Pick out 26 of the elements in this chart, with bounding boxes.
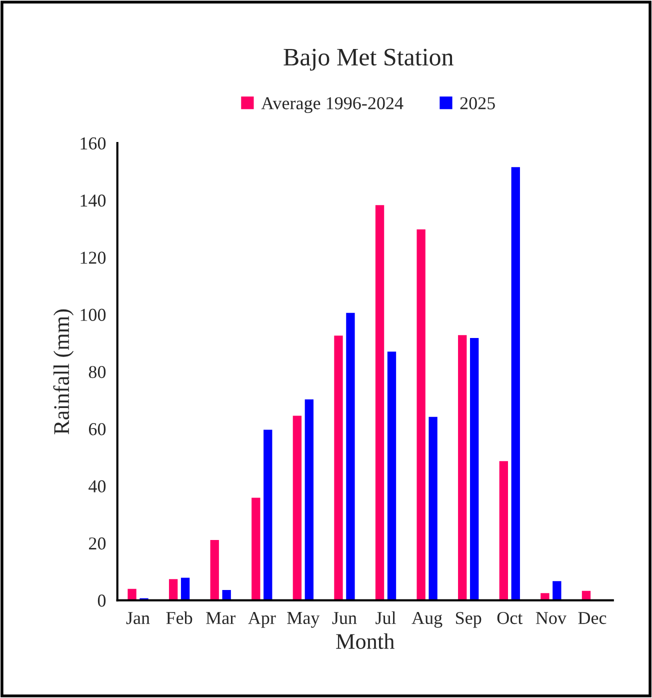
y-tick-label: 40 — [88, 480, 106, 492]
y-tick-label: 80 — [88, 366, 106, 378]
x-tick-label: Aug — [412, 612, 442, 628]
x-tick-label: Sep — [456, 612, 482, 628]
x-tick-label: Dec — [578, 612, 606, 624]
x-tick-label: Mar — [206, 612, 236, 624]
y-tick-label: 160 — [80, 137, 106, 150]
y-tick-label: 100 — [80, 308, 106, 321]
y-tick-label: 60 — [88, 423, 106, 436]
y-tick-label: 0 — [98, 594, 106, 607]
x-tick-label: Jun — [332, 612, 357, 624]
y-tick-label: 120 — [80, 252, 106, 264]
x-tick-label: Jan — [126, 612, 150, 624]
x-tick-label: Feb — [166, 611, 192, 624]
y-axis-title: Rainfall (mm) — [53, 309, 74, 434]
x-tick-label: May — [287, 612, 320, 628]
chart-title: Bajo Met Station — [284, 48, 454, 71]
legend-label: 2025 — [460, 97, 495, 110]
x-tick-label: Jul — [376, 611, 396, 624]
x-tick-label: Apr — [248, 612, 276, 628]
x-tick-label: Nov — [536, 612, 566, 624]
y-tick-label: 20 — [88, 537, 106, 550]
x-axis-title: Month — [336, 633, 394, 649]
legend-label: Average 1996-2024 — [261, 97, 404, 114]
y-tick-label: 140 — [80, 194, 106, 207]
x-tick-label: Oct — [497, 612, 523, 624]
